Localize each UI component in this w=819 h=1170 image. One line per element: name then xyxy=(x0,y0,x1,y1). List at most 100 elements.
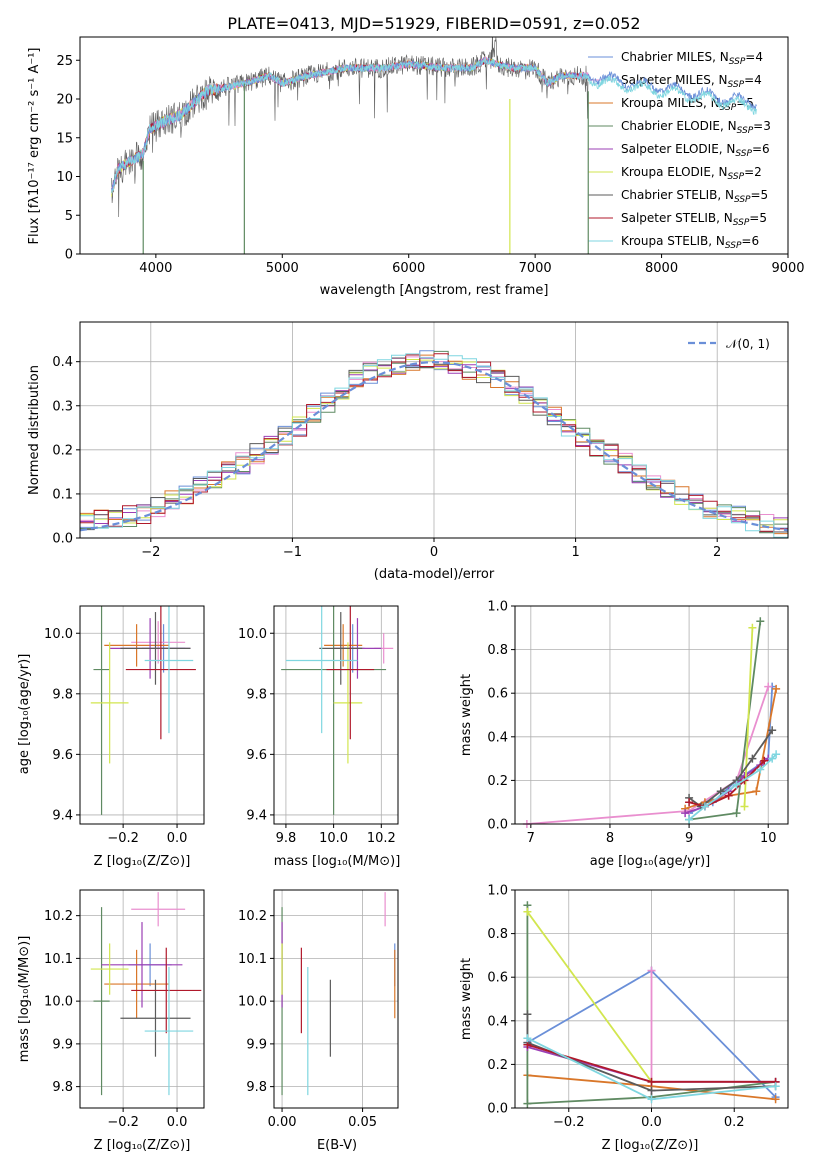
p2-ytick-label-0: 9.4 xyxy=(246,808,267,823)
p6-line-5 xyxy=(526,911,653,1083)
hist-xtick-label-2: 0 xyxy=(430,545,438,560)
spectrum-ytick-label-4: 20 xyxy=(56,93,73,108)
hist-ytick-label-3: 0.3 xyxy=(52,399,73,414)
p6-ylabel: mass weight xyxy=(459,958,474,1040)
p3-marker-6-5 xyxy=(768,726,777,735)
p3-line-8 xyxy=(688,753,777,821)
spectrum-xtick-label-1: 5000 xyxy=(266,261,299,276)
p5-axes: 0.00 0.05 9.8 9.9 10.0 10.1 10.2 xyxy=(238,890,398,1130)
p5-ytick-label-1: 9.9 xyxy=(246,1037,267,1052)
spectrum-xtick-label-5: 9000 xyxy=(771,261,804,276)
p5-xtick-label-1: 0.05 xyxy=(348,1115,377,1130)
p5-frame xyxy=(273,889,399,1109)
p6-marker-8-2 xyxy=(771,1082,780,1091)
p6-ytick-label-1: 0.2 xyxy=(487,1058,508,1073)
p3-line-3 xyxy=(688,621,762,821)
spectrum-legend-label-4: Salpeter ELODIE, NSSP=6 xyxy=(621,142,770,159)
p1-ytick-label-0: 9.4 xyxy=(52,808,73,823)
p3-ytick-label-4: 0.8 xyxy=(487,643,508,658)
spectrum-ytick-label-2: 10 xyxy=(56,170,73,185)
p6-series xyxy=(523,901,780,1108)
p4-ytick-label-3: 10.1 xyxy=(44,952,73,967)
spectrum-legend-label-1: Salpeter MILES, NSSP=4 xyxy=(621,73,762,90)
hist-ytick-label-0: 0.0 xyxy=(52,532,73,547)
p3-marker-2-3 xyxy=(752,787,761,796)
p1-frame xyxy=(79,605,205,825)
spectrum-xtick-label-4: 8000 xyxy=(645,261,678,276)
p4-ytick-label-4: 10.2 xyxy=(44,909,73,924)
hist-xtick-label-4: 2 xyxy=(713,545,721,560)
p3-marker-8-4 xyxy=(768,754,777,763)
spectrum-frame xyxy=(79,36,789,255)
spectrum-xlabel: wavelength [Angstrom, rest frame] xyxy=(320,283,549,298)
p6-ytick-label-0: 0.0 xyxy=(487,1102,508,1117)
p6-xtick-label-2: 0.2 xyxy=(724,1115,745,1130)
spectrum-series-2 xyxy=(111,56,589,194)
hist-frame xyxy=(79,321,789,539)
p2-axes: 9.8 10.0 10.2 9.4 9.6 9.8 10.0 xyxy=(238,606,398,846)
p2-ytick-label-2: 9.8 xyxy=(246,687,267,702)
spectrum-legend-label-3: Chabrier ELODIE, NSSP=3 xyxy=(621,119,771,136)
spectrum-series-6 xyxy=(111,37,589,218)
p1-xtick-label-0: −0.2 xyxy=(107,831,139,846)
p6-marker-6-0 xyxy=(523,1010,532,1019)
p4-ytick-label-0: 9.8 xyxy=(52,1080,73,1095)
spectrum-lines xyxy=(111,37,757,254)
p1-ylabel: age [log₁₀(age/yr)] xyxy=(17,654,32,775)
p3-xtick-label-3: 10 xyxy=(760,831,777,846)
p2-xlabel: mass [log₁₀(M/M⊙)] xyxy=(274,854,401,869)
spectrum-ytick-label-3: 15 xyxy=(56,131,73,146)
p3-line-1 xyxy=(526,686,770,825)
spectrum-ytick-label-1: 5 xyxy=(65,209,73,224)
p2-ytick-label-3: 10.0 xyxy=(238,627,267,642)
spectrum-ytick-label-5: 25 xyxy=(56,54,73,69)
p2-points xyxy=(281,606,394,815)
hist-series-8 xyxy=(80,353,788,538)
p3-marker-7-4 xyxy=(760,756,769,765)
p6-marker-8-0 xyxy=(523,1034,532,1043)
spectrum-series-3 xyxy=(111,55,589,194)
p3-marker-8-2 xyxy=(732,780,741,789)
p3-xtick-label-1: 8 xyxy=(606,831,614,846)
spectrum-ytick-label-0: 0 xyxy=(65,248,73,263)
p3-line-7 xyxy=(688,760,765,808)
p6-marker-1-1 xyxy=(647,966,656,975)
p3-series xyxy=(522,617,781,828)
p5-ytick-label-4: 10.2 xyxy=(238,909,267,924)
p5-xtick-label-0: 0.00 xyxy=(268,1115,297,1130)
p3-frame xyxy=(514,605,789,825)
p3-marker-1-3 xyxy=(764,682,773,691)
p3-marker-7-2 xyxy=(724,791,733,800)
hist-legend: 𝒩(0, 1) xyxy=(688,337,770,351)
p3-ylabel: mass weight xyxy=(459,674,474,756)
p4-axes: −0.2 0.0 9.8 9.9 10.0 10.1 10.2 xyxy=(44,890,204,1130)
p5-xlabel: E(B-V) xyxy=(317,1138,357,1153)
p3-axes: 7 8 9 10 0.0 0.2 0.4 0.6 0.8 1.0 xyxy=(487,600,788,846)
p4-frame xyxy=(79,889,205,1109)
hist-normal-curve xyxy=(80,360,788,532)
p3-xlabel: age [log₁₀(age/yr)] xyxy=(590,854,711,869)
p5-points xyxy=(281,892,396,1096)
p1-xlabel: Z [log₁₀(Z/Z⊙)] xyxy=(94,854,191,869)
p3-marker-8-5 xyxy=(772,750,781,759)
plots: 4000 5000 6000 7000 8000 9000 0 5 10 15 20 25 −2 −1 0 1… xyxy=(44,36,805,1130)
p6-line-3 xyxy=(526,905,776,1105)
p1-xtick-label-1: 0.0 xyxy=(167,831,188,846)
spectrum-legend-label-8: Kroupa STELIB, NSSP=6 xyxy=(621,234,759,251)
p6-marker-3-1 xyxy=(523,1099,532,1108)
p6-marker-5-0 xyxy=(523,907,532,916)
spectrum-title: PLATE=0413, MJD=51929, FIBERID=0591, z=0… xyxy=(227,14,640,33)
p3-xtick-label-0: 7 xyxy=(527,831,535,846)
p6-xtick-label-1: 0.0 xyxy=(641,1115,662,1130)
p4-ylabel: mass [log₁₀(M/M⊙)] xyxy=(17,936,32,1063)
p6-ytick-label-5: 1.0 xyxy=(487,884,508,899)
hist-ylabel: Normed distribution xyxy=(27,365,42,495)
p6-xtick-label-0: −0.2 xyxy=(553,1115,585,1130)
p3-ytick-label-5: 1.0 xyxy=(487,600,508,615)
spectrum-xtick-label-3: 7000 xyxy=(519,261,552,276)
p3-marker-3-2 xyxy=(756,617,765,626)
hist-xlabel: (data-model)/error xyxy=(374,567,495,582)
p6-xlabel: Z [log₁₀(Z/Z⊙)] xyxy=(602,1138,699,1153)
p3-marker-4-0 xyxy=(681,809,690,818)
